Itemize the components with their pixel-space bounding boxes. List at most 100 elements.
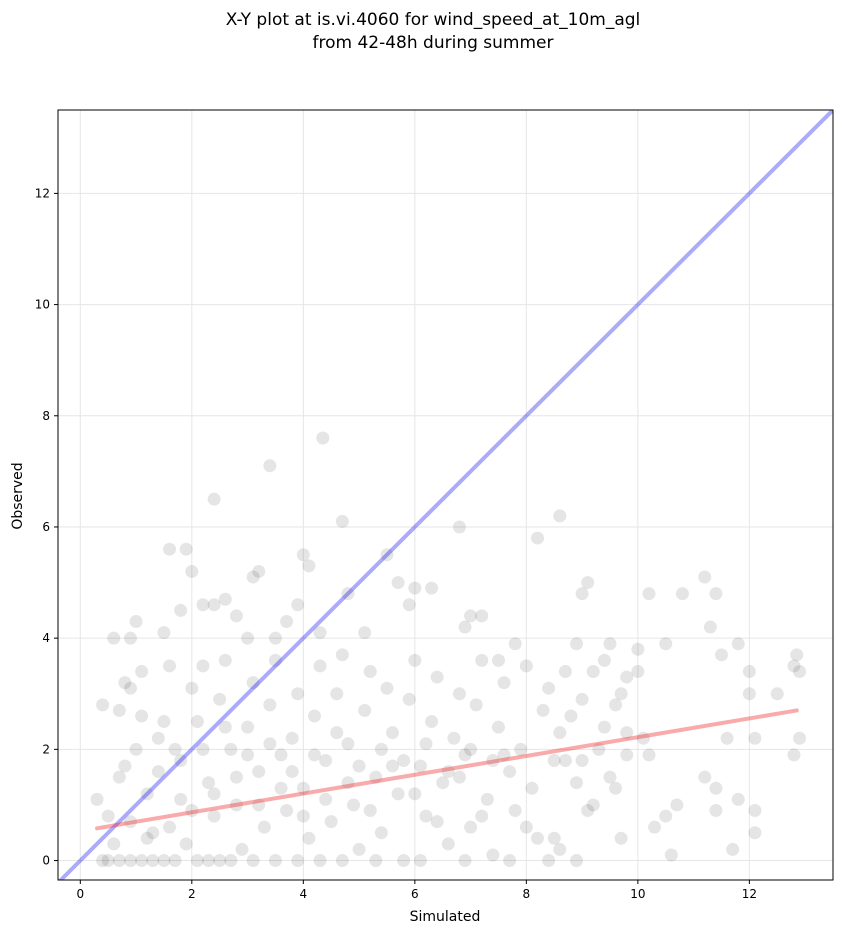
data-point-168 xyxy=(491,720,505,734)
x-tick-label-1: 2 xyxy=(188,887,196,901)
data-point-235 xyxy=(307,748,321,762)
data-point-76 xyxy=(659,809,673,823)
data-point-84 xyxy=(609,781,623,795)
data-point-19 xyxy=(246,570,260,584)
data-point-236 xyxy=(330,726,344,740)
data-point-156 xyxy=(425,715,439,729)
y-axis-label: Observed xyxy=(10,462,26,529)
y-tick-label-4: 8 xyxy=(42,409,50,423)
data-point-68 xyxy=(748,804,762,818)
x-tick-label-0: 0 xyxy=(76,887,84,901)
data-point-174 xyxy=(525,781,539,795)
data-point-208 xyxy=(458,854,472,868)
data-point-219 xyxy=(341,776,355,790)
data-point-213 xyxy=(207,787,221,801)
grid-lines xyxy=(58,110,833,880)
data-point-117 xyxy=(207,809,221,823)
data-point-5 xyxy=(135,665,149,679)
data-point-226 xyxy=(497,748,511,762)
data-point-146 xyxy=(369,770,383,784)
data-point-212 xyxy=(185,804,199,818)
data-point-34 xyxy=(402,598,416,612)
identity-line xyxy=(58,110,833,880)
data-point-100 xyxy=(112,770,126,784)
data-point-147 xyxy=(374,826,388,840)
data-point-18 xyxy=(241,631,255,645)
data-point-97 xyxy=(101,809,115,823)
data-point-194 xyxy=(146,854,160,868)
data-point-162 xyxy=(458,748,472,762)
data-point-186 xyxy=(597,653,611,667)
data-point-189 xyxy=(636,731,650,745)
data-point-107 xyxy=(151,765,165,779)
data-point-102 xyxy=(123,815,137,829)
data-point-64 xyxy=(793,731,807,745)
data-point-114 xyxy=(190,715,204,729)
data-point-120 xyxy=(224,742,238,756)
data-point-13 xyxy=(196,598,210,612)
data-point-179 xyxy=(553,726,567,740)
data-point-154 xyxy=(413,759,427,773)
data-point-71 xyxy=(726,842,740,856)
data-point-85 xyxy=(614,831,628,845)
data-point-175 xyxy=(530,831,544,845)
data-point-229 xyxy=(174,753,188,767)
data-point-110 xyxy=(168,742,182,756)
plot-frame xyxy=(57,109,834,881)
data-point-241 xyxy=(441,765,455,779)
data-point-195 xyxy=(157,854,171,868)
data-point-136 xyxy=(313,659,327,673)
data-point-171 xyxy=(508,804,522,818)
data-point-125 xyxy=(252,765,266,779)
data-point-121 xyxy=(229,798,243,812)
data-point-67 xyxy=(720,731,734,745)
data-point-104 xyxy=(135,709,149,723)
data-point-74 xyxy=(709,781,723,795)
data-point-1 xyxy=(123,631,137,645)
data-point-234 xyxy=(285,765,299,779)
data-point-228 xyxy=(151,731,165,745)
data-point-138 xyxy=(324,815,338,829)
data-point-79 xyxy=(642,748,656,762)
data-point-26 xyxy=(302,559,316,573)
data-point-61 xyxy=(790,648,804,662)
data-point-2 xyxy=(129,614,143,628)
data-point-89 xyxy=(581,804,595,818)
data-point-191 xyxy=(112,854,126,868)
data-point-148 xyxy=(380,681,394,695)
data-point-166 xyxy=(480,792,494,806)
data-point-163 xyxy=(464,820,478,834)
data-point-12 xyxy=(174,603,188,617)
data-point-200 xyxy=(224,854,238,868)
data-point-223 xyxy=(430,815,444,829)
data-point-93 xyxy=(553,842,567,856)
data-point-131 xyxy=(285,731,299,745)
data-point-221 xyxy=(386,759,400,773)
data-point-238 xyxy=(374,742,388,756)
data-point-185 xyxy=(592,742,606,756)
x-tick-label-5: 10 xyxy=(630,887,645,901)
data-point-103 xyxy=(129,742,143,756)
data-point-130 xyxy=(280,804,294,818)
data-point-211 xyxy=(163,820,177,834)
data-point-37 xyxy=(452,520,466,534)
data-point-113 xyxy=(185,681,199,695)
x-tick-label-2: 4 xyxy=(300,887,308,901)
data-point-181 xyxy=(564,709,578,723)
data-point-242 xyxy=(464,742,478,756)
data-point-94 xyxy=(547,831,561,845)
data-point-32 xyxy=(380,548,394,562)
data-point-176 xyxy=(536,703,550,717)
data-point-53 xyxy=(698,570,712,584)
data-point-83 xyxy=(614,687,628,701)
data-point-21 xyxy=(263,459,277,473)
data-point-3 xyxy=(112,703,126,717)
data-point-7 xyxy=(118,676,132,690)
data-point-42 xyxy=(508,637,522,651)
data-point-82 xyxy=(620,726,634,740)
data-point-198 xyxy=(202,854,216,868)
data-point-57 xyxy=(731,637,745,651)
data-point-69 xyxy=(748,826,762,840)
data-point-88 xyxy=(586,798,600,812)
data-point-105 xyxy=(140,787,154,801)
